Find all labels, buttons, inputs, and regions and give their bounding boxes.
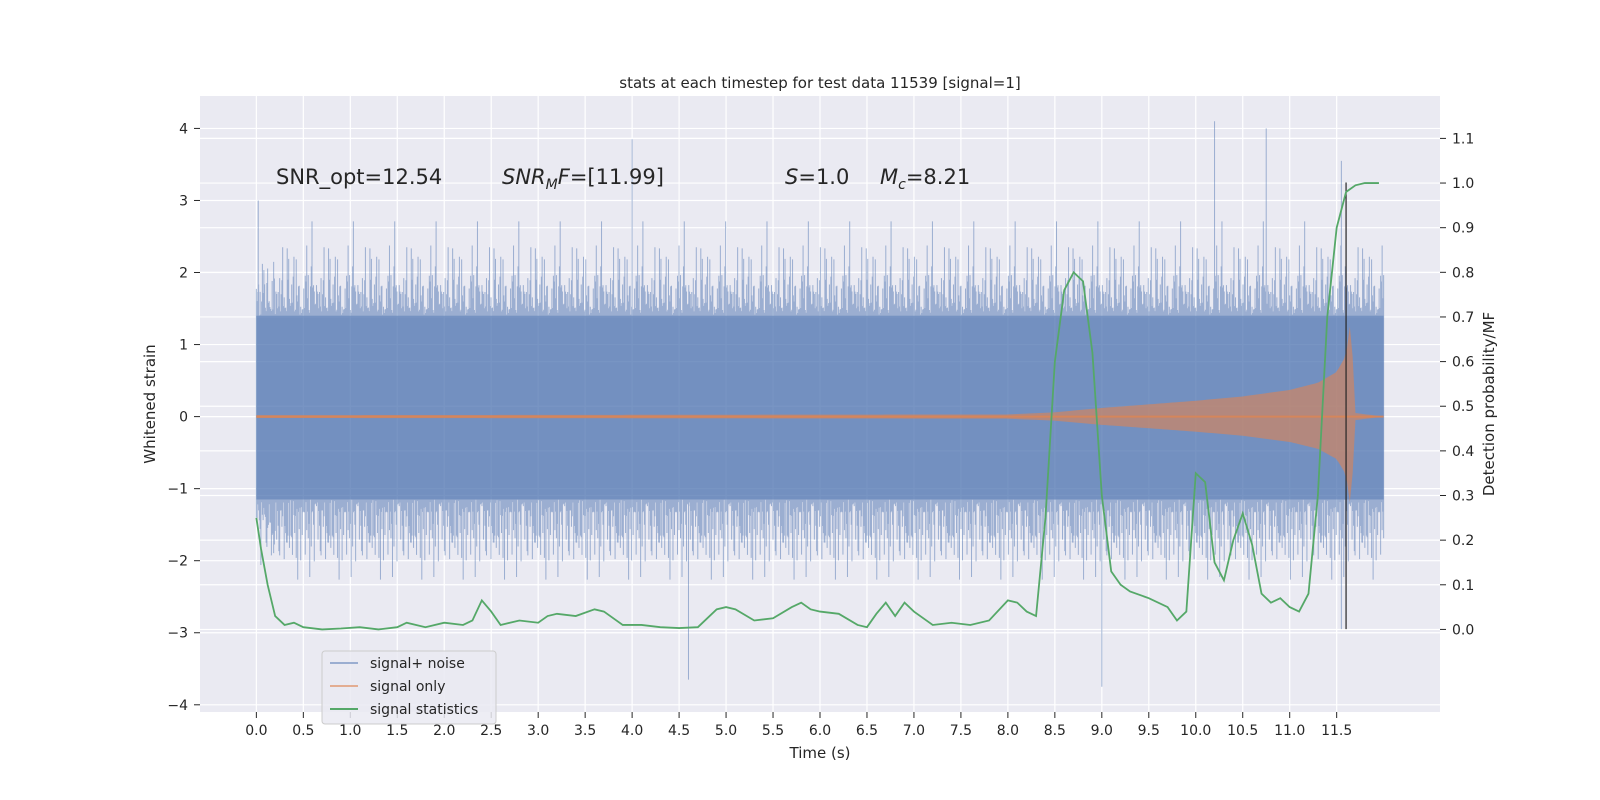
y2-tick-label: 0.9 xyxy=(1452,221,1474,237)
x-tick-label: 6.0 xyxy=(809,723,831,739)
x-tick-label: 3.0 xyxy=(527,723,549,739)
x-axis-ticks: 0.0 0.5 1.0 1.5 2.0 2.5 3.0 3.5 4.0 4.5 5.0 5.5 6.0 6… xyxy=(245,712,1352,739)
legend-label-signal-only: signal only xyxy=(370,679,445,695)
legend: signal+ noise signal only signal statist… xyxy=(321,650,497,725)
annotation-mc: Mc=8.21 xyxy=(880,165,970,193)
x-tick-label: 10.0 xyxy=(1180,723,1211,739)
x-tick-label: 9.5 xyxy=(1138,723,1160,739)
y-right-axis-ticks: 1.1 1.0 0.9 0.8 0.7 0.6 0.5 0.4 0.3 0.2 0.1 0.0 xyxy=(1440,131,1474,638)
snr-mf-symbol: SNR xyxy=(502,165,546,189)
x-tick-label: 5.0 xyxy=(715,723,737,739)
y-right-axis-label: Detection probability/MF xyxy=(1480,312,1498,496)
x-tick-label: 9.0 xyxy=(1091,723,1113,739)
mc-symbol: M xyxy=(880,165,898,189)
y2-tick-label: 0.1 xyxy=(1452,578,1474,594)
y-tick-label: −4 xyxy=(167,698,188,714)
snr-mf-f: F xyxy=(558,165,571,189)
legend-box xyxy=(321,650,497,725)
y-tick-label: −2 xyxy=(167,554,188,570)
x-tick-label: 7.0 xyxy=(903,723,925,739)
y-tick-label: 0 xyxy=(179,410,188,426)
y2-tick-label: 0.6 xyxy=(1452,355,1474,371)
y2-tick-label: 0.5 xyxy=(1452,399,1474,415)
s-value: =1.0 xyxy=(798,165,849,189)
y2-tick-label: 0.0 xyxy=(1452,622,1474,638)
y-axis-label: Whitened strain xyxy=(141,344,159,463)
x-tick-label: 2.0 xyxy=(433,723,455,739)
series-signal-only xyxy=(256,326,1384,503)
s-symbol: S xyxy=(785,165,798,189)
x-tick-label: 4.0 xyxy=(621,723,643,739)
annotation-snr-opt: SNR_opt=12.54 xyxy=(276,165,442,190)
mc-subscript: c xyxy=(898,177,906,193)
x-tick-label: 7.5 xyxy=(950,723,972,739)
x-tick-label: 3.5 xyxy=(574,723,596,739)
y2-tick-label: 0.8 xyxy=(1452,265,1474,281)
x-tick-label: 5.5 xyxy=(762,723,784,739)
legend-label-signal-noise: signal+ noise xyxy=(370,656,465,672)
y2-tick-label: 1.0 xyxy=(1452,176,1474,192)
series-signal-statistics xyxy=(255,182,1379,631)
x-tick-label: 10.5 xyxy=(1227,723,1258,739)
x-tick-label: 1.0 xyxy=(339,723,361,739)
x-tick-label: 11.5 xyxy=(1321,723,1352,739)
y2-tick-label: 0.3 xyxy=(1452,489,1474,505)
y-tick-label: 2 xyxy=(179,266,188,282)
snr-mf-subscript: M xyxy=(546,177,558,193)
x-tick-label: 11.0 xyxy=(1274,723,1305,739)
y-tick-label: 3 xyxy=(179,193,188,209)
y-tick-label: 4 xyxy=(179,121,188,137)
x-axis-label: Time (s) xyxy=(789,744,851,762)
chart-title: stats at each timestep for test data 115… xyxy=(619,74,1020,92)
x-tick-label: 6.5 xyxy=(856,723,878,739)
y-tick-label: −1 xyxy=(167,482,188,498)
legend-label-signal-statistics: signal statistics xyxy=(370,702,478,718)
x-tick-label: 0.0 xyxy=(245,723,267,739)
y-axis-ticks: 4 3 2 1 0 −1 −2 −3 −4 xyxy=(167,121,200,714)
annotation-snr-mf: SNRMF=[11.99] xyxy=(502,165,664,193)
y-tick-label: −3 xyxy=(167,626,188,642)
mc-value: =8.21 xyxy=(906,165,970,189)
y2-tick-label: 0.4 xyxy=(1452,444,1474,460)
y2-tick-label: 0.7 xyxy=(1452,310,1474,326)
annotation-s: S=1.0 xyxy=(785,165,849,189)
snr-mf-value: =[11.99] xyxy=(570,165,664,189)
y-tick-label: 1 xyxy=(179,338,188,354)
x-tick-label: 1.5 xyxy=(386,723,408,739)
x-tick-label: 0.5 xyxy=(292,723,314,739)
x-tick-label: 8.5 xyxy=(1044,723,1066,739)
y2-tick-label: 0.2 xyxy=(1452,533,1474,549)
x-tick-label: 8.0 xyxy=(997,723,1019,739)
y2-tick-label: 1.1 xyxy=(1452,131,1474,147)
x-tick-label: 4.5 xyxy=(668,723,690,739)
signal-envelope xyxy=(256,326,1384,503)
x-tick-label: 2.5 xyxy=(480,723,502,739)
